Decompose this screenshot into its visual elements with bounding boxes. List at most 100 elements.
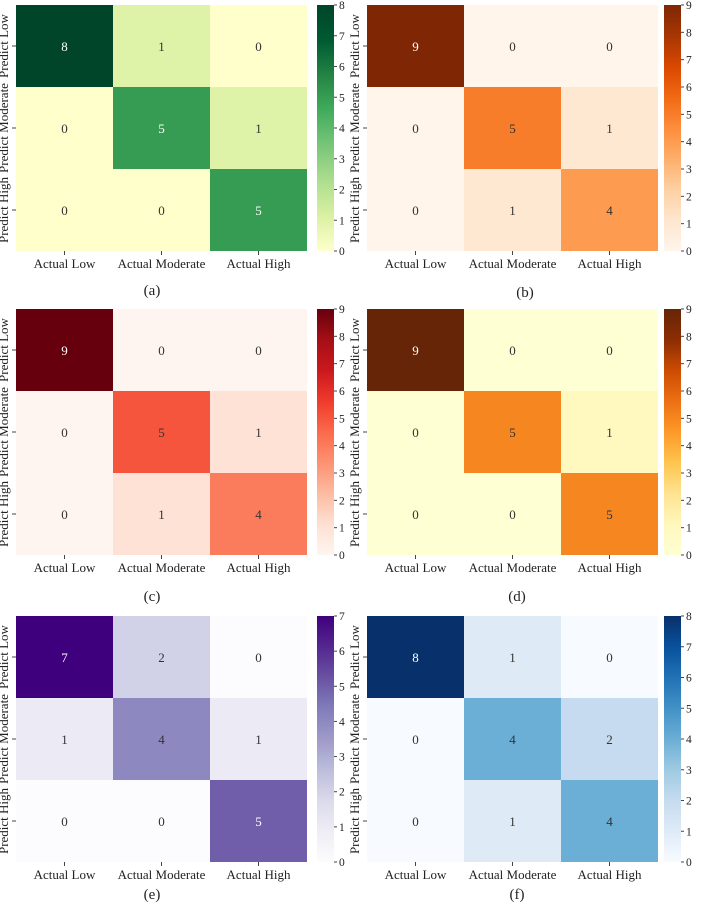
heatmap-cell — [367, 169, 464, 251]
heatmap-cell — [113, 309, 210, 391]
heatmap-cell — [210, 309, 307, 391]
colorbar-tick-label: 5 — [339, 681, 345, 693]
heatmap-cell — [113, 391, 210, 473]
colorbar-tick-label: 3 — [686, 468, 692, 480]
colorbar-tick-label: 3 — [339, 468, 345, 480]
cell-value-label: 0 — [412, 732, 419, 747]
cell-value-label: 4 — [606, 814, 613, 829]
colorbar — [664, 309, 681, 555]
y-tick-label: Predict High — [0, 787, 11, 854]
cell-value-label: 0 — [61, 507, 68, 522]
heatmap-cell — [113, 698, 210, 780]
x-tick-label: Actual High — [578, 560, 642, 575]
colorbar-tick-label: 6 — [686, 673, 692, 685]
x-tick-label: Actual Low — [385, 867, 447, 882]
heatmap-cell — [464, 391, 561, 473]
heatmap-cell — [16, 698, 113, 780]
colorbar-tick-label: 1 — [339, 215, 345, 227]
cell-value-label: 0 — [158, 814, 165, 829]
colorbar-tick-label: 9 — [339, 304, 345, 316]
cell-value-label: 0 — [509, 507, 516, 522]
heatmap-cell — [210, 616, 307, 698]
heatmap-cell — [464, 616, 561, 698]
cell-value-label: 9 — [412, 39, 419, 54]
cell-value-label: 0 — [606, 39, 613, 54]
colorbar-tick-label: 4 — [339, 441, 345, 453]
cell-value-label: 0 — [412, 121, 419, 136]
cell-value-label: 5 — [158, 425, 165, 440]
cell-value-label: 2 — [158, 650, 165, 665]
x-tick-label: Actual Low — [34, 867, 96, 882]
cell-value-label: 1 — [255, 732, 262, 747]
heatmap-cell — [367, 5, 464, 87]
cell-value-label: 5 — [509, 425, 516, 440]
panel-label: (a) — [144, 283, 161, 299]
x-tick-label: Actual Low — [34, 256, 96, 271]
y-tick-label: Predict Low — [347, 13, 362, 78]
heatmap-cell — [113, 169, 210, 251]
cell-value-label: 0 — [412, 814, 419, 829]
colorbar — [664, 616, 681, 862]
cell-value-label: 0 — [509, 39, 516, 54]
colorbar-tick-label: 1 — [686, 219, 692, 231]
colorbar-tick-label: 7 — [686, 55, 692, 67]
colorbar-tick-label: 7 — [339, 611, 345, 623]
cell-value-label: 0 — [158, 343, 165, 358]
colorbar-tick-label: 8 — [339, 0, 345, 12]
heatmap-cell — [367, 87, 464, 169]
colorbar-tick-label: 2 — [686, 191, 692, 203]
cell-value-label: 1 — [606, 425, 613, 440]
heatmap-cell — [464, 169, 561, 251]
colorbar-tick-label: 1 — [686, 826, 692, 838]
cell-value-label: 4 — [255, 507, 262, 522]
colorbar — [317, 5, 334, 251]
y-tick-label: Predict Moderate — [0, 83, 11, 173]
y-tick-label: Predict Low — [0, 624, 11, 689]
colorbar-tick-label: 8 — [339, 331, 345, 343]
panel-label: (c) — [144, 589, 161, 605]
colorbar-tick-label: 3 — [686, 164, 692, 176]
cell-value-label: 5 — [509, 121, 516, 136]
heatmap-cell — [16, 473, 113, 555]
colorbar-tick-label: 7 — [686, 359, 692, 371]
x-tick-label: Actual Moderate — [118, 560, 206, 575]
colorbar-tick-label: 4 — [339, 123, 345, 135]
heatmap-cell — [367, 616, 464, 698]
cell-value-label: 8 — [61, 39, 68, 54]
heatmap-cell — [210, 391, 307, 473]
x-tick-label: Actual Moderate — [118, 867, 206, 882]
heatmap-cell — [367, 698, 464, 780]
heatmap-cell — [561, 169, 658, 251]
colorbar-tick-label: 6 — [339, 62, 345, 74]
x-tick-label: Actual Moderate — [469, 867, 557, 882]
heatmap-cell — [561, 698, 658, 780]
heatmap-cell — [561, 87, 658, 169]
heatmap-cell — [210, 5, 307, 87]
colorbar-tick-label: 6 — [339, 646, 345, 658]
cell-value-label: 0 — [255, 650, 262, 665]
colorbar-tick-label: 3 — [339, 154, 345, 166]
colorbar-tick-label: 6 — [686, 82, 692, 94]
colorbar-tick-label: 2 — [339, 185, 345, 197]
y-tick-label: Predict Low — [347, 317, 362, 382]
colorbar-tick-label: 3 — [339, 752, 345, 764]
heatmap-cell — [561, 473, 658, 555]
cell-value-label: 0 — [255, 39, 262, 54]
cell-value-label: 4 — [606, 203, 613, 218]
heatmap-cell — [561, 780, 658, 862]
cell-value-label: 1 — [158, 39, 165, 54]
cell-value-label: 0 — [61, 203, 68, 218]
y-tick-label: Predict Low — [0, 13, 11, 78]
cell-value-label: 5 — [255, 203, 262, 218]
y-tick-label: Predict High — [347, 176, 362, 243]
heatmap-panel-5: 7 2 0 1 4 1 0 0 5 Actual Low Actual Moderate Actual… — [0, 611, 345, 903]
y-tick-label: Predict Moderate — [347, 83, 362, 173]
colorbar-tick-label: 5 — [339, 92, 345, 104]
cell-value-label: 4 — [509, 732, 516, 747]
heatmap-cell — [210, 780, 307, 862]
cell-value-label: 0 — [158, 203, 165, 218]
